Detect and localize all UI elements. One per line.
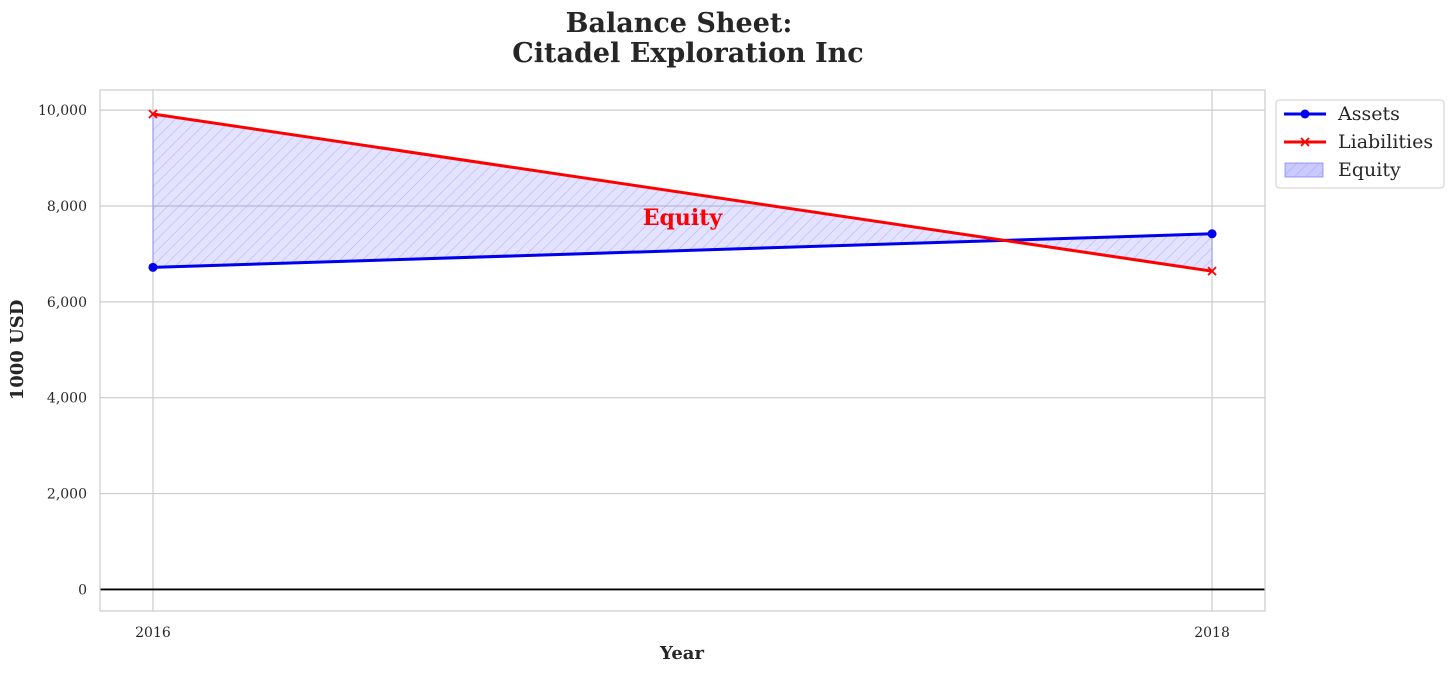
assets-point-2016 xyxy=(148,262,158,272)
liabilities-line xyxy=(152,112,1213,273)
y-tick-labels: 0 2,000 4,000 6,000 8,000 10,000 xyxy=(38,103,87,598)
y-tick-label: 0 xyxy=(78,582,87,598)
x-tick-label: 2018 xyxy=(1194,625,1230,641)
liabilities-point-2016 xyxy=(148,109,158,119)
x-axis-label: Year xyxy=(659,643,704,664)
chart-subtitle: Citadel Exploration Inc xyxy=(512,38,863,69)
y-tick-label: 6,000 xyxy=(47,295,87,311)
plot-frame xyxy=(99,89,1266,612)
y-tick-label: 8,000 xyxy=(47,199,87,215)
legend-label-equity: Equity xyxy=(1338,159,1401,181)
legend-item-liabilities: Liabilities xyxy=(1284,131,1433,153)
legend-item-assets: Assets xyxy=(1284,103,1400,125)
y-tick-label: 2,000 xyxy=(47,487,87,503)
y-tick-label: 10,000 xyxy=(38,103,87,119)
chart-title: Balance Sheet: xyxy=(566,8,793,39)
y-tick-label: 4,000 xyxy=(47,391,87,407)
y-axis-label: 1000 USD xyxy=(7,300,28,401)
x-tick-labels: 2016 2018 xyxy=(135,625,1230,641)
legend-item-equity: Equity xyxy=(1284,159,1401,181)
assets-line xyxy=(152,232,1213,269)
equity-annotation: Equity xyxy=(643,205,724,231)
liabilities-point-2018 xyxy=(1207,266,1217,276)
legend: Assets Liabilities Equity xyxy=(1275,99,1445,189)
assets-point-2018 xyxy=(1207,229,1217,239)
legend-label-assets: Assets xyxy=(1337,103,1400,125)
x-tick-label: 2016 xyxy=(135,625,171,641)
legend-label-liabilities: Liabilities xyxy=(1338,131,1433,153)
series-layer xyxy=(148,109,1217,276)
